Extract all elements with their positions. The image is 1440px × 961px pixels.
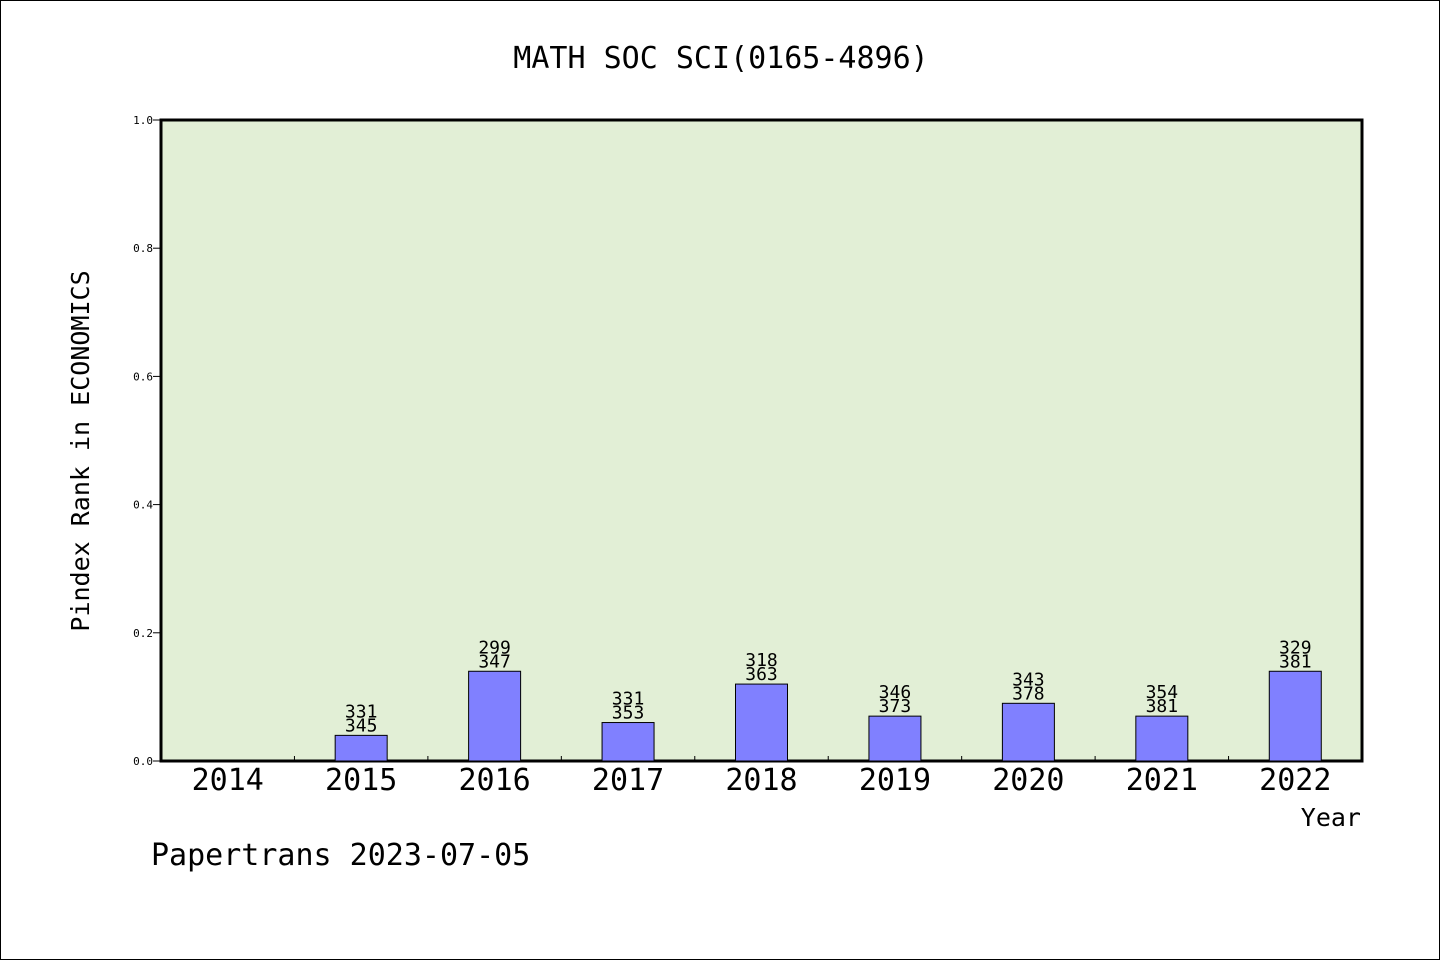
- data-label-bottom: 378: [1012, 683, 1045, 704]
- y-tick-label: 0.4: [133, 499, 153, 512]
- x-tick-label: 2017: [592, 763, 664, 798]
- y-axis-label: Pindex Rank in ECONOMICS: [66, 270, 95, 631]
- bar: [1268, 670, 1322, 762]
- data-label-top: 331: [345, 701, 378, 722]
- data-label-top: 299: [478, 637, 511, 658]
- y-tick-label: 0.8: [133, 242, 153, 255]
- bar: [868, 715, 922, 762]
- data-label-top: 354: [1146, 682, 1179, 703]
- x-axis: 2014 2015 2016 2017 2018 2019 2020 2021 2022: [192, 756, 1331, 798]
- bar: [735, 683, 788, 762]
- bar: [1001, 702, 1055, 762]
- y-tick-label: 0.6: [133, 370, 153, 383]
- x-tick-label: 2014: [192, 763, 264, 798]
- y-tick-label: 0.2: [133, 627, 153, 640]
- data-label-top: 331: [612, 689, 645, 710]
- bar-series: [334, 670, 1322, 762]
- data-label-bottom: 363: [745, 664, 778, 685]
- data-label-bottom: 373: [879, 696, 912, 717]
- data-label-top: 318: [745, 650, 778, 671]
- x-tick-label: 2021: [1126, 763, 1198, 798]
- data-label-bottom: 381: [1146, 696, 1179, 717]
- y-axis: 0.0 0.2 0.4 0.6 0.8 1.0: [133, 114, 161, 768]
- data-label-top: 343: [1012, 669, 1045, 690]
- bar: [334, 734, 388, 762]
- x-tick-label: 2020: [992, 763, 1064, 798]
- x-tick-label: 2015: [325, 763, 397, 798]
- data-label-bottom: 353: [612, 703, 645, 724]
- data-label-bottom: 345: [345, 715, 378, 736]
- bar: [468, 670, 522, 762]
- data-label-bottom: 381: [1279, 651, 1312, 672]
- bar: [1135, 715, 1189, 762]
- x-tick-label: 2016: [458, 763, 530, 798]
- data-label-top: 329: [1279, 637, 1312, 658]
- x-tick-label: 2018: [725, 763, 797, 798]
- x-tick-label: 2022: [1259, 763, 1331, 798]
- x-tick-label: 2019: [859, 763, 931, 798]
- chart-title: MATH SOC SCI(0165-4896): [513, 41, 928, 76]
- footer-credit: Papertrans 2023-07-05: [151, 838, 530, 873]
- x-axis-label: Year: [1301, 803, 1361, 832]
- data-label-bottom: 347: [478, 651, 511, 672]
- bar: [601, 722, 655, 762]
- plot-area: [159, 118, 1364, 763]
- data-label-top: 346: [879, 682, 912, 703]
- y-tick-label: 0.0: [133, 755, 153, 768]
- y-tick-label: 1.0: [133, 114, 153, 127]
